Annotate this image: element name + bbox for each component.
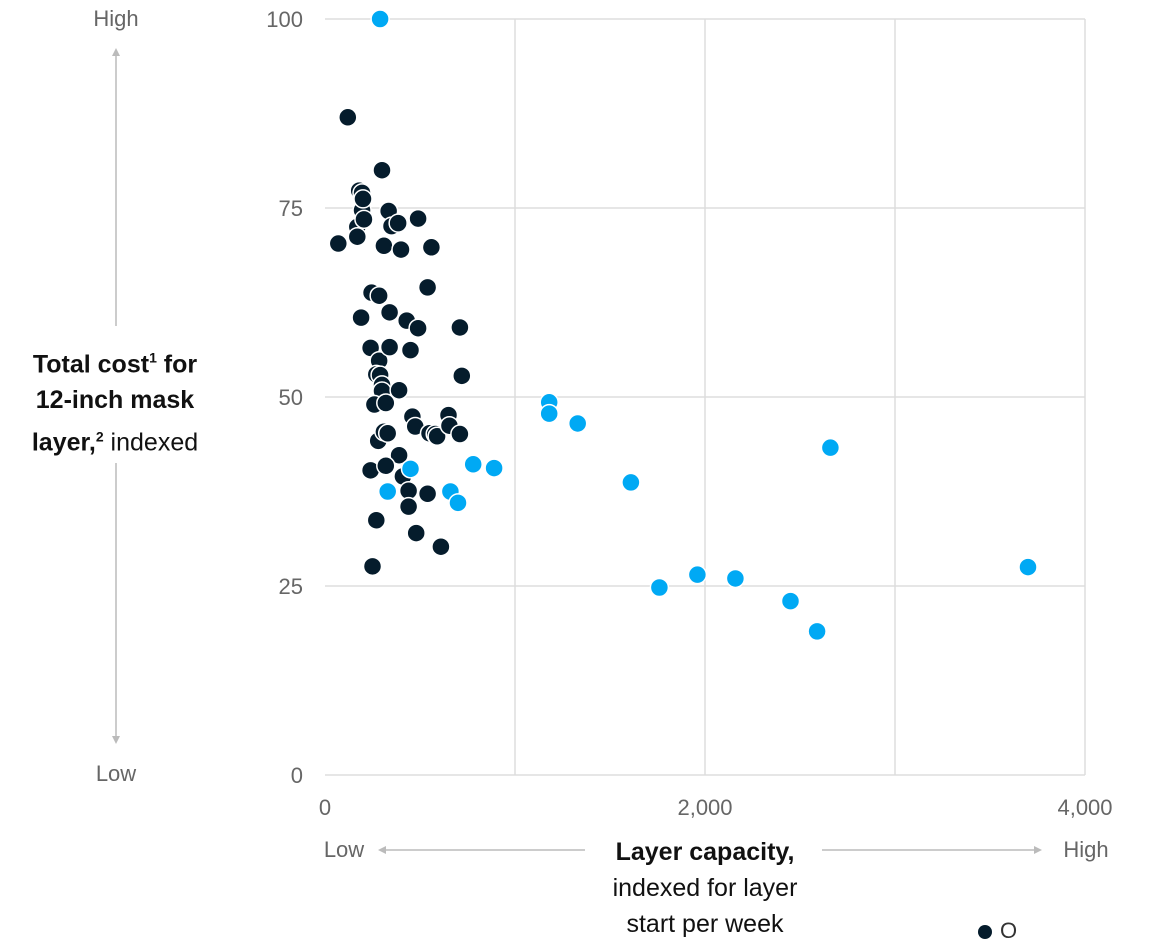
data-point-light bbox=[400, 459, 421, 479]
data-point-dark bbox=[377, 423, 398, 444]
data-point-dark bbox=[388, 213, 408, 233]
data-point-dark bbox=[398, 496, 419, 517]
x-tick-label: 0 bbox=[319, 795, 331, 820]
data-point-light bbox=[1018, 557, 1038, 577]
axis-arrows bbox=[112, 48, 1042, 854]
x-tick-label: 4,000 bbox=[1057, 795, 1112, 820]
data-point-light bbox=[484, 458, 504, 478]
data-point-dark bbox=[351, 307, 371, 328]
data-point-dark bbox=[406, 523, 426, 543]
data-point-dark bbox=[347, 226, 368, 247]
data-point-dark bbox=[431, 536, 451, 557]
x-arrow-right-head bbox=[1034, 846, 1042, 854]
data-point-dark bbox=[450, 317, 470, 338]
data-point-dark bbox=[379, 337, 400, 357]
data-point-dark bbox=[362, 556, 383, 577]
data-point-dark bbox=[369, 285, 389, 306]
data-point-light bbox=[725, 568, 746, 589]
data-point-dark bbox=[408, 318, 428, 338]
data-point-light bbox=[621, 472, 641, 493]
data-point-light bbox=[820, 437, 841, 458]
data-point-dark bbox=[338, 107, 358, 128]
data-point-light bbox=[463, 454, 483, 475]
y-tick-label: 100 bbox=[266, 7, 303, 32]
data-point-dark bbox=[421, 237, 442, 258]
data-point-dark bbox=[391, 239, 411, 260]
data-point-light bbox=[807, 621, 827, 642]
data-point-light bbox=[567, 413, 588, 434]
data-point-dark bbox=[366, 510, 387, 530]
data-point-light bbox=[649, 577, 670, 598]
data-point-dark bbox=[408, 208, 428, 229]
x-axis-low-label: Low bbox=[324, 837, 364, 862]
data-point-dark bbox=[427, 426, 447, 447]
gridlines bbox=[325, 18, 1086, 776]
data-point-dark bbox=[452, 366, 472, 386]
data-point-light bbox=[448, 493, 468, 513]
data-point-dark bbox=[353, 189, 373, 209]
y-arrow-up-head bbox=[112, 48, 120, 56]
data-points bbox=[328, 9, 1038, 642]
data-point-dark bbox=[379, 302, 400, 323]
data-point-dark bbox=[376, 393, 396, 413]
data-point-dark bbox=[354, 209, 374, 230]
legend: O bbox=[978, 918, 1017, 944]
y-tick-label: 0 bbox=[291, 763, 303, 788]
data-point-dark bbox=[450, 424, 470, 444]
legend-dark-swatch bbox=[978, 925, 992, 940]
data-point-dark bbox=[328, 233, 349, 254]
data-point-light bbox=[370, 9, 390, 29]
x-arrow-left-head bbox=[378, 846, 386, 854]
data-point-dark bbox=[376, 456, 396, 476]
tick-labels: 100 75 50 25 00 2,000 4,000 bbox=[266, 7, 1112, 820]
data-point-dark bbox=[417, 277, 438, 298]
data-point-light bbox=[539, 403, 559, 424]
y-tick-label: 50 bbox=[279, 385, 303, 410]
data-point-dark bbox=[417, 484, 438, 504]
data-point-dark bbox=[389, 445, 409, 465]
data-point-dark bbox=[372, 160, 392, 180]
x-axis-title: Layer capacity, indexed for layer start … bbox=[612, 838, 798, 938]
data-point-light bbox=[780, 591, 801, 611]
y-arrow-down-head bbox=[112, 736, 120, 744]
x-axis-high-label: High bbox=[1063, 837, 1108, 862]
y-tick-label: 25 bbox=[279, 574, 303, 599]
y-axis-low-label: Low bbox=[96, 761, 136, 786]
data-point-dark bbox=[400, 340, 421, 360]
data-point-light bbox=[687, 564, 708, 585]
legend-label: O bbox=[1000, 918, 1018, 943]
y-tick-label: 75 bbox=[279, 196, 303, 221]
y-axis-high-label: High bbox=[93, 6, 138, 31]
data-point-dark bbox=[389, 380, 409, 400]
y-axis-title: Total cost1 for 12-inch mask layer,2 ind… bbox=[31, 350, 199, 457]
data-point-light bbox=[377, 481, 398, 502]
data-point-dark bbox=[374, 236, 394, 256]
x-tick-label: 2,000 bbox=[677, 795, 732, 820]
